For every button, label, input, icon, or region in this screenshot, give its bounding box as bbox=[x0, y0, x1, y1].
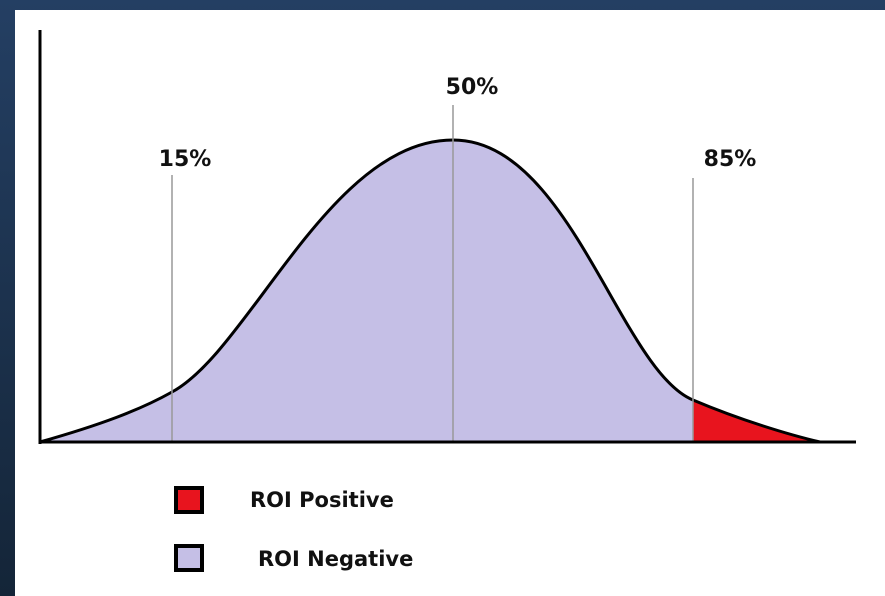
marker-label: 50% bbox=[446, 75, 499, 100]
curve-area bbox=[40, 140, 820, 442]
legend-swatch bbox=[174, 544, 204, 572]
marker-label: 15% bbox=[159, 147, 212, 172]
legend-label: ROI Negative bbox=[258, 547, 413, 571]
legend-swatch bbox=[174, 486, 204, 514]
legend-label: ROI Positive bbox=[250, 488, 394, 512]
marker-label: 85% bbox=[704, 147, 757, 172]
